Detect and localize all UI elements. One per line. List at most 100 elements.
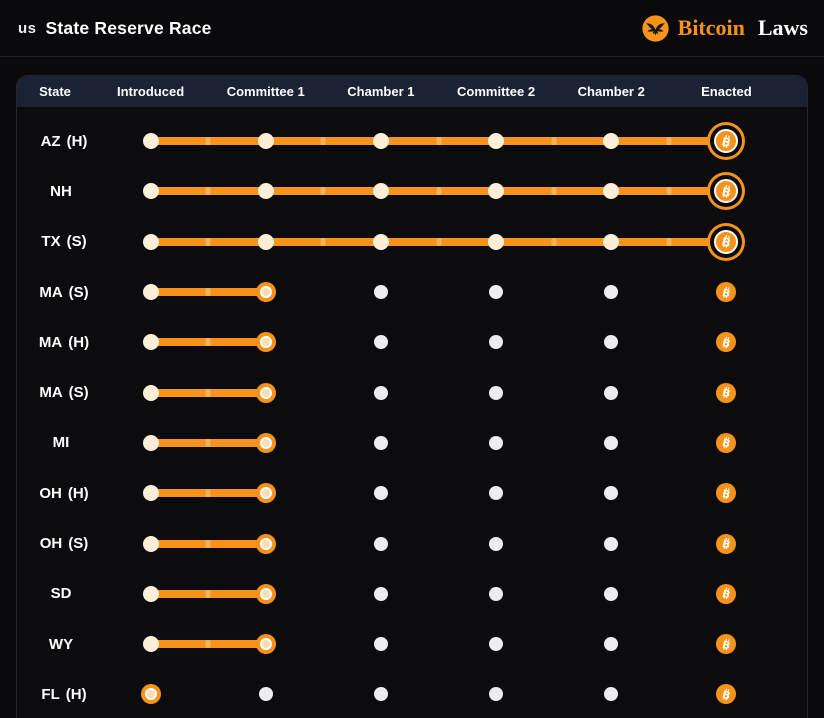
stage-marker-done-chamber-1[interactable] [372, 233, 389, 250]
stage-marker-done-chamber-1[interactable] [372, 133, 389, 150]
stage-marker-current-committee-1[interactable] [259, 587, 272, 600]
stage-marker-pending-chamber-1[interactable] [373, 385, 388, 400]
state-chamber-suffix: (S) [68, 384, 89, 402]
stage-marker-done-committee-2[interactable] [488, 233, 505, 250]
stage-marker-done-introduced[interactable] [142, 133, 159, 150]
stage-marker-pending-chamber-2[interactable] [604, 586, 619, 601]
bitcoin-icon[interactable]: B [716, 382, 737, 403]
stage-marker-pending-chamber-2[interactable] [604, 435, 619, 450]
mid-tick [436, 137, 441, 146]
progress-line [150, 338, 266, 347]
stage-marker-done-chamber-1[interactable] [372, 183, 389, 200]
stage-marker-current-committee-1[interactable] [259, 487, 272, 500]
us-flag-icon: us [18, 19, 37, 37]
bitcoin-icon[interactable]: B [716, 432, 737, 453]
stage-marker-done-committee-1[interactable] [257, 133, 274, 150]
stage-marker-pending-chamber-1[interactable] [373, 335, 388, 350]
stage-marker-current-committee-1[interactable] [259, 386, 272, 399]
stage-marker-pending-committee-1[interactable] [258, 687, 273, 702]
bitcoin-icon[interactable]: B [716, 332, 737, 353]
state-code: MI [52, 434, 70, 452]
stage-marker-pending-chamber-2[interactable] [604, 486, 619, 501]
stage-marker-pending-committee-2[interactable] [489, 285, 504, 300]
stage-marker-done-introduced[interactable] [142, 384, 159, 401]
stage-marker-done-committee-1[interactable] [257, 233, 274, 250]
mid-tick [205, 137, 211, 146]
svg-text:B: B [721, 488, 732, 501]
page-title: State Reserve Race [45, 17, 212, 38]
progress-track: B [93, 217, 784, 267]
stage-marker-done-chamber-2[interactable] [603, 133, 620, 150]
stage-marker-done-introduced[interactable] [142, 183, 159, 200]
stage-marker-pending-committee-2[interactable] [489, 586, 504, 601]
stage-marker-pending-committee-2[interactable] [489, 435, 504, 450]
bitcoin-icon[interactable]: B [716, 282, 737, 303]
bitcoin-enacted-icon[interactable]: B [714, 229, 739, 254]
state-label: OH (H) [17, 485, 93, 502]
svg-text:B: B [721, 387, 732, 400]
bitcoin-enacted-icon[interactable]: B [714, 129, 739, 154]
stage-marker-pending-chamber-1[interactable] [373, 586, 388, 601]
stage-marker-current-committee-1[interactable] [259, 336, 272, 349]
stage-marker-pending-chamber-1[interactable] [373, 435, 388, 450]
stage-marker-pending-chamber-1[interactable] [373, 486, 388, 501]
stage-marker-done-introduced[interactable] [142, 485, 159, 502]
bitcoin-enacted-icon[interactable]: B [714, 179, 739, 204]
mid-tick [205, 640, 211, 649]
bitcoin-icon[interactable]: B [716, 533, 737, 554]
stage-marker-done-introduced[interactable] [142, 334, 159, 351]
stage-marker-done-introduced[interactable] [142, 535, 159, 552]
state-label: AZ (H) [17, 133, 93, 150]
stage-marker-done-committee-1[interactable] [257, 183, 274, 200]
state-chamber-suffix: (S) [68, 535, 89, 553]
stage-marker-pending-chamber-1[interactable] [373, 687, 388, 702]
stage-marker-current-committee-1[interactable] [259, 537, 272, 550]
stage-marker-pending-chamber-1[interactable] [373, 536, 388, 551]
state-label: WY [17, 636, 93, 653]
state-label: NH [17, 183, 93, 200]
stage-marker-done-introduced[interactable] [142, 434, 159, 451]
stage-marker-pending-chamber-1[interactable] [373, 285, 388, 300]
stage-marker-current-committee-1[interactable] [259, 436, 272, 449]
stage-marker-current-committee-1[interactable] [259, 638, 272, 651]
state-code: TX [41, 233, 61, 251]
stage-marker-done-chamber-2[interactable] [603, 183, 620, 200]
bitcoin-icon[interactable]: B [716, 634, 737, 655]
table-body: AZ (H) B NH B TX (S) B MA (S) B MA (H) B [17, 107, 807, 718]
stage-marker-pending-chamber-2[interactable] [604, 335, 619, 350]
progress-line [150, 489, 266, 498]
stage-marker-done-introduced[interactable] [142, 636, 159, 653]
state-code: MA [38, 333, 63, 351]
stage-marker-done-introduced[interactable] [142, 585, 159, 602]
stage-marker-pending-chamber-2[interactable] [604, 536, 619, 551]
brand-logo-link[interactable]: Bitcoin Laws [641, 14, 808, 43]
stage-marker-pending-committee-2[interactable] [489, 687, 504, 702]
stage-marker-pending-chamber-2[interactable] [604, 385, 619, 400]
bitcoin-icon[interactable]: B [716, 684, 737, 705]
stage-marker-done-committee-2[interactable] [488, 133, 505, 150]
stage-marker-pending-committee-2[interactable] [489, 637, 504, 652]
bitcoin-icon[interactable]: B [716, 583, 737, 604]
stage-marker-pending-chamber-1[interactable] [373, 637, 388, 652]
stage-marker-pending-committee-2[interactable] [489, 335, 504, 350]
stage-marker-pending-committee-2[interactable] [489, 536, 504, 551]
stage-marker-pending-chamber-2[interactable] [604, 687, 619, 702]
stage-marker-done-introduced[interactable] [142, 284, 159, 301]
stage-marker-pending-committee-2[interactable] [489, 486, 504, 501]
stage-marker-pending-committee-2[interactable] [489, 385, 504, 400]
progress-track: B [93, 418, 784, 468]
stage-marker-current-committee-1[interactable] [259, 286, 272, 299]
state-code: OH [39, 535, 63, 553]
stage-marker-done-chamber-2[interactable] [603, 233, 620, 250]
brand-word-laws: Laws [757, 15, 808, 40]
stage-marker-pending-chamber-2[interactable] [604, 637, 619, 652]
stage-marker-pending-chamber-2[interactable] [604, 285, 619, 300]
stage-marker-done-introduced[interactable] [142, 233, 159, 250]
progress-line [150, 589, 266, 598]
progress-track: B [93, 317, 784, 367]
stage-marker-done-committee-2[interactable] [488, 183, 505, 200]
state-label: MI [17, 434, 93, 451]
progress-line [150, 539, 266, 548]
stage-marker-current-introduced[interactable] [144, 688, 157, 701]
bitcoin-icon[interactable]: B [716, 483, 737, 504]
